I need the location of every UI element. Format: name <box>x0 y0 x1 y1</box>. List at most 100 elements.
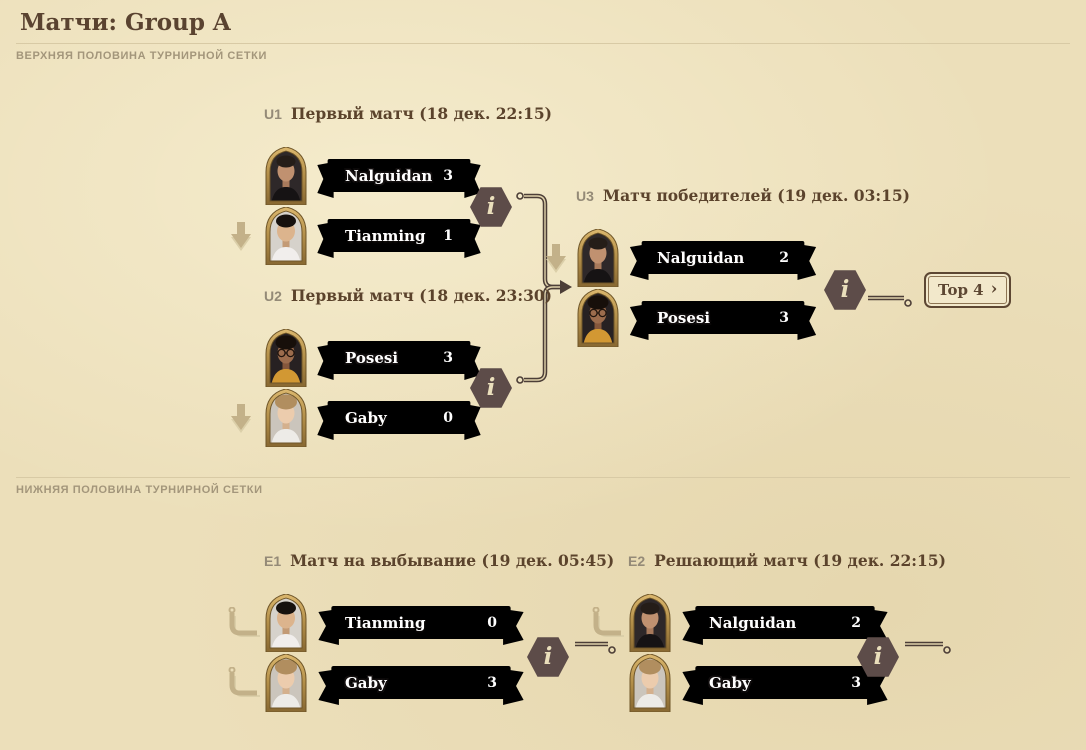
info-icon: i <box>873 642 883 670</box>
player-banner: Nalguidan 2 <box>625 231 821 285</box>
player-avatar-nalguidan <box>265 147 307 205</box>
divider <box>16 477 1070 478</box>
player-score: 3 <box>443 168 453 184</box>
player-banner: Nalguidan 3 <box>313 149 485 203</box>
player-row: Posesi 3 <box>538 288 910 348</box>
player-name: Nalguidan <box>709 614 797 632</box>
match-code: U3 <box>576 188 594 204</box>
player-banner: Posesi 3 <box>313 331 485 385</box>
player-row: Gaby 3 <box>226 653 614 713</box>
player-row: Nalguidan 2 <box>538 228 910 288</box>
row-marker-slot <box>226 607 264 639</box>
player-score: 0 <box>443 410 453 426</box>
match-u1: U1 Первый матч (18 дек. 22:15) Nalguidan … <box>226 104 552 266</box>
dropped-from-upper-elbow-icon <box>226 607 262 639</box>
top4-label: Top 4 <box>938 281 984 299</box>
player-score: 3 <box>851 675 861 691</box>
banner-ribbon <box>317 401 481 440</box>
dropped-from-upper-elbow-icon <box>226 667 262 699</box>
player-avatar-posesi <box>577 289 619 347</box>
player-banner: Nalguidan 2 <box>677 596 893 650</box>
loser-drop-down-arrow-icon <box>231 403 251 433</box>
player-name: Tianming <box>345 614 426 632</box>
match-u2: U2 Первый матч (18 дек. 23:30) Posesi 3 G… <box>226 286 552 448</box>
player-name: Gaby <box>345 409 387 427</box>
match-code: U1 <box>264 106 282 122</box>
player-avatar-nalguidan <box>577 229 619 287</box>
page-title: Матчи: Group A <box>20 9 231 36</box>
match-code: E2 <box>628 553 646 569</box>
row-marker-slot <box>538 243 576 273</box>
match-info-button-u1[interactable]: i <box>470 187 512 227</box>
player-row: Gaby 0 <box>226 388 552 448</box>
match-header: E1 Матч на выбывание (19 дек. 05:45) <box>264 551 614 571</box>
player-avatar-gaby <box>629 654 671 712</box>
info-icon: i <box>486 192 496 220</box>
info-icon: i <box>543 642 553 670</box>
player-banner: Tianming 0 <box>313 596 529 650</box>
loser-drop-down-arrow-icon <box>546 243 566 273</box>
match-header: E2 Решающий матч (19 дек. 22:15) <box>628 551 946 571</box>
chevron-right-icon: › <box>990 279 998 299</box>
match-title: Первый матч (18 дек. 22:15) <box>290 104 552 123</box>
lower-bracket-label: НИЖНЯЯ ПОЛОВИНА ТУРНИРНОЙ СЕТКИ <box>16 484 263 496</box>
player-banner: Tianming 1 <box>313 209 485 263</box>
player-avatar-nalguidan <box>629 594 671 652</box>
player-row: Tianming 1 <box>226 206 552 266</box>
match-title: Решающий матч (19 дек. 22:15) <box>654 551 946 570</box>
dropped-from-upper-elbow-icon <box>590 607 626 639</box>
banner-ribbon <box>629 301 817 340</box>
player-avatar-gaby <box>265 654 307 712</box>
player-avatar-tianming <box>265 207 307 265</box>
player-name: Tianming <box>345 227 426 245</box>
match-title: Первый матч (18 дек. 23:30) <box>290 286 552 305</box>
player-name: Nalguidan <box>345 167 433 185</box>
player-score: 1 <box>443 228 453 244</box>
player-name: Posesi <box>657 309 711 327</box>
row-marker-slot <box>226 221 264 251</box>
row-marker-slot <box>226 403 264 433</box>
match-header: U1 Первый матч (18 дек. 22:15) <box>264 104 552 124</box>
upper-bracket-label: ВЕРХНЯЯ ПОЛОВИНА ТУРНИРНОЙ СЕТКИ <box>16 50 267 62</box>
match-code: E1 <box>264 553 282 569</box>
match-header: U3 Матч победителей (19 дек. 03:15) <box>576 186 910 206</box>
player-name: Gaby <box>345 674 387 692</box>
top4-button[interactable]: Top 4 › <box>924 272 1012 308</box>
player-row: Gaby 3 <box>590 653 946 713</box>
player-banner: Posesi 3 <box>625 291 821 345</box>
banner-ribbon <box>317 341 481 380</box>
player-score: 2 <box>851 615 861 631</box>
player-score: 3 <box>487 675 497 691</box>
player-banner: Gaby 3 <box>313 656 529 710</box>
match-title: Матч победителей (19 дек. 03:15) <box>602 186 910 205</box>
info-icon: i <box>840 275 850 303</box>
player-row: Tianming 0 <box>226 593 614 653</box>
match-e2: E2 Решающий матч (19 дек. 22:15) Nalguida… <box>590 551 946 713</box>
player-row: Nalguidan 3 <box>226 146 552 206</box>
player-row: Posesi 3 <box>226 328 552 388</box>
player-name: Posesi <box>345 349 399 367</box>
divider <box>16 43 1070 44</box>
match-e1: E1 Матч на выбывание (19 дек. 05:45) Tian… <box>226 551 614 713</box>
player-score: 3 <box>779 310 789 326</box>
player-avatar-gaby <box>265 389 307 447</box>
player-score: 3 <box>443 350 453 366</box>
player-banner: Gaby 0 <box>313 391 485 445</box>
player-banner: Gaby 3 <box>677 656 893 710</box>
player-row: Nalguidan 2 <box>590 593 946 653</box>
player-avatar-posesi <box>265 329 307 387</box>
info-icon: i <box>486 373 496 401</box>
player-avatar-tianming <box>265 594 307 652</box>
player-score: 0 <box>487 615 497 631</box>
player-name: Gaby <box>709 674 751 692</box>
match-title: Матч на выбывание (19 дек. 05:45) <box>290 551 615 570</box>
row-marker-slot <box>590 607 628 639</box>
row-marker-slot <box>226 667 264 699</box>
loser-drop-down-arrow-icon <box>231 221 251 251</box>
match-u3: U3 Матч победителей (19 дек. 03:15) Nalgu… <box>538 186 910 348</box>
player-name: Nalguidan <box>657 249 745 267</box>
match-code: U2 <box>264 288 282 304</box>
player-score: 2 <box>779 250 789 266</box>
match-header: U2 Первый матч (18 дек. 23:30) <box>264 286 552 306</box>
